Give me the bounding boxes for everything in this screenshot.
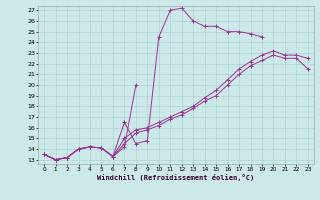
X-axis label: Windchill (Refroidissement éolien,°C): Windchill (Refroidissement éolien,°C) xyxy=(97,174,255,181)
